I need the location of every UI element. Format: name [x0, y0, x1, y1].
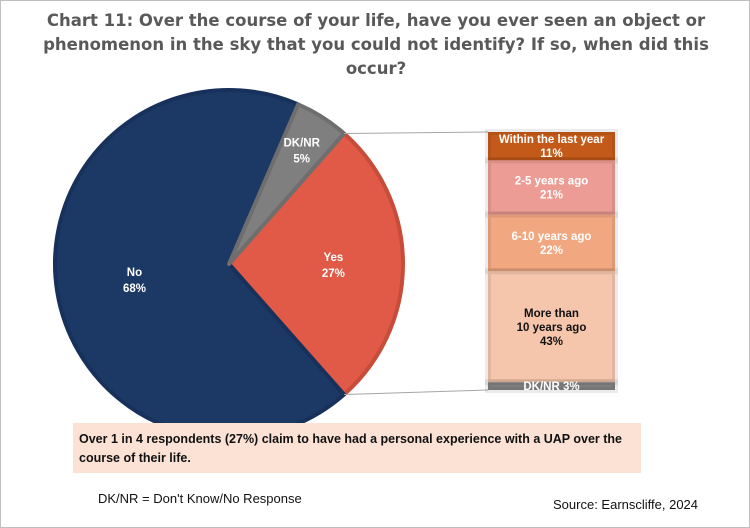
pie-value-label: 5%	[293, 153, 310, 165]
bar-segment-label: 6-10 years ago	[512, 231, 592, 243]
annotation-box: Over 1 in 4 respondents (27%) claim to h…	[73, 423, 641, 473]
bar-segment-label: Within the last year	[499, 134, 605, 146]
pie-value-label: 27%	[322, 268, 345, 280]
bar-segment-label: 22%	[540, 245, 563, 257]
pie-slice-dknr	[227, 102, 347, 266]
bar-segment	[485, 157, 618, 218]
source-note: Source: Earnscliffe, 2024	[553, 497, 699, 512]
bar-segment-label: 43%	[540, 336, 563, 348]
footnote: DK/NR = Don't Know/No Response	[98, 491, 302, 506]
chart-title: Chart 11: Over the course of your life, …	[43, 11, 709, 78]
bar-segment-label: DK/NR 3%	[523, 381, 579, 393]
bar-segment-label: 21%	[540, 189, 563, 201]
connector-line-top	[344, 131, 489, 134]
connector-line-bottom	[344, 389, 489, 396]
bar-segment	[485, 379, 618, 394]
pie-value-label: 68%	[123, 283, 146, 295]
pie-slice-yes	[227, 131, 405, 397]
pie-label: DK/NR	[284, 137, 321, 149]
bar-segment-label: 2-5 years ago	[515, 175, 589, 187]
bar-segment-label: More than	[524, 308, 579, 320]
bar-segment-label: 11%	[540, 148, 562, 160]
bar-segment	[485, 129, 618, 164]
pie-label: No	[127, 267, 142, 279]
pie-label: Yes	[323, 252, 343, 264]
bar-segment-label: 10 years ago	[517, 322, 587, 334]
